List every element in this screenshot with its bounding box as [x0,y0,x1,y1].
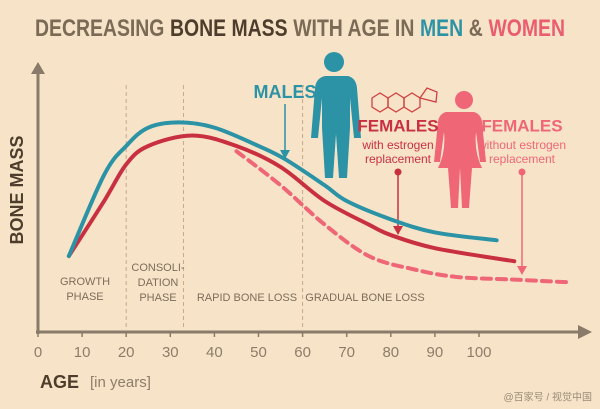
title-part: WOMEN [488,15,565,42]
series-note: replacement [365,152,432,166]
watermark: @百家号 / 视觉中国 [504,391,593,404]
y-axis-label: BONE MASS [7,135,27,244]
x-tick-label: 90 [427,344,444,361]
series-label: FEMALES [481,116,562,135]
series-line [66,120,499,259]
title-part: WITH AGE IN [293,15,414,42]
pointer-head [280,150,290,159]
phase-label: PHASE [139,292,176,304]
series-label: FEMALES [357,116,438,135]
phase-label: GRADUAL BONE LOSS [305,292,424,304]
x-axis-label: AGE [40,372,79,392]
x-tick-label: 30 [162,344,179,361]
x-tick-label: 100 [466,344,491,361]
x-arrow [578,325,592,339]
x-tick-label: 60 [294,344,311,361]
pointer-head [517,266,527,275]
x-tick-label: 20 [118,344,135,361]
series-line [234,149,570,285]
x-tick-label: 40 [206,344,223,361]
x-tick-label: 10 [74,344,91,361]
x-tick-label: 70 [338,344,355,361]
series-note: without estrogen [477,138,566,152]
female-silhouette [434,91,486,208]
chart-title: DECREASINGBONE MASSWITH AGE INMEN&WOMEN [35,15,565,42]
title-part: BONE MASS [170,15,288,42]
y-arrow [31,62,45,74]
x-tick-label: 50 [250,344,267,361]
male-silhouette [311,52,361,178]
x-tick-label: 0 [34,344,42,361]
title-part: DECREASING [35,15,164,42]
x-tick-label: 80 [382,344,399,361]
phase-label: PHASE [66,291,103,303]
series-line [66,133,517,264]
phase-label: DATION [138,277,179,289]
x-axis-unit: [in years] [90,374,151,391]
phase-label: RAPID BONE LOSS [197,292,297,304]
molecule [371,87,438,113]
series-label: MALES [254,82,317,102]
series-note: replacement [489,152,556,166]
pointer-head [393,226,403,235]
title-part: & [469,15,483,42]
title-part: MEN [420,15,463,42]
phase-label: GROWTH [60,276,110,288]
series-note: with estrogen [361,138,433,152]
phase-label: CONSOLI- [131,262,185,274]
